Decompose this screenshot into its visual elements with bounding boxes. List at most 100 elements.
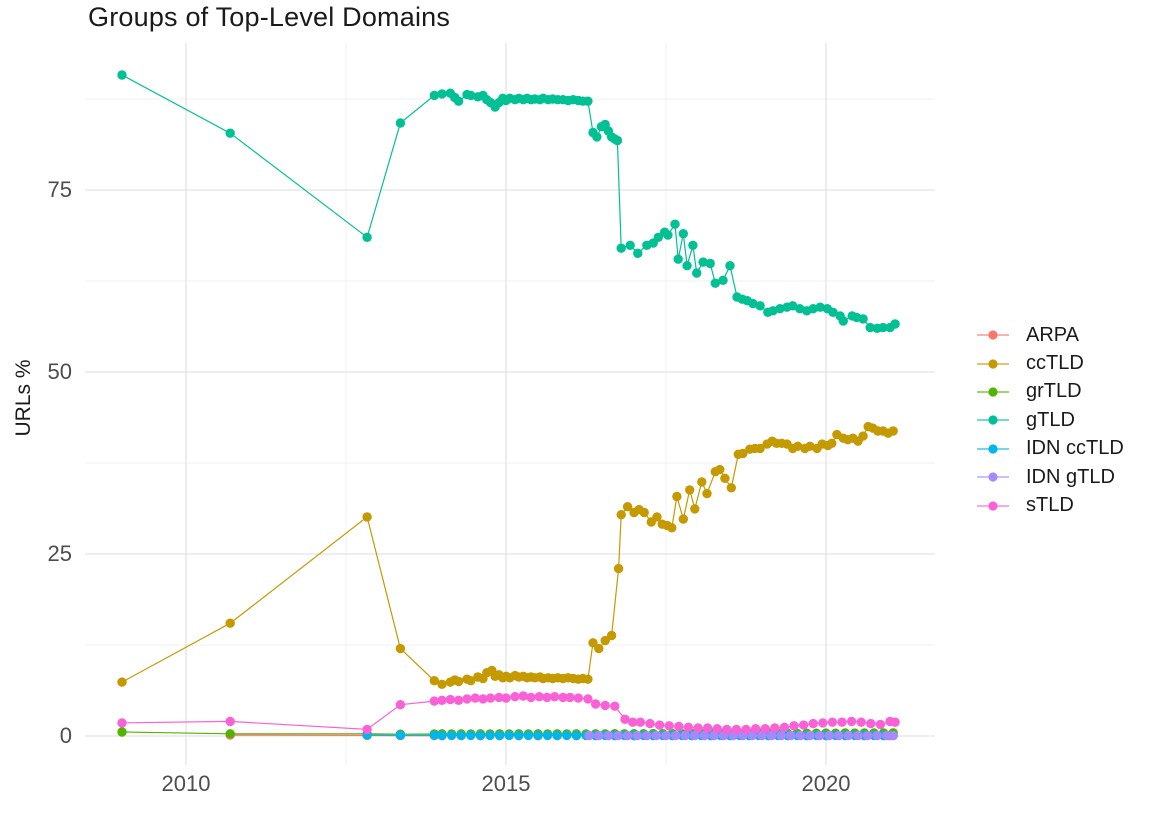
data-point [603, 730, 614, 741]
data-point [518, 691, 528, 701]
data-point [514, 730, 524, 741]
data-point [798, 720, 809, 730]
data-point [590, 699, 601, 709]
series-sTLD [117, 691, 900, 735]
data-point [437, 695, 447, 705]
data-point [600, 700, 610, 711]
data-point [824, 730, 834, 741]
data-point [726, 483, 736, 493]
data-point [606, 630, 617, 641]
data-point [571, 730, 582, 741]
data-point [639, 507, 649, 518]
data-point [562, 730, 572, 741]
data-point [872, 730, 882, 741]
data-point [862, 730, 873, 741]
data-point [755, 443, 765, 454]
data-point [117, 677, 127, 687]
data-point [445, 694, 455, 705]
legend-key-dot [988, 358, 998, 369]
data-point [612, 135, 623, 146]
data-point [682, 261, 692, 271]
legend-key-icon [977, 472, 1009, 482]
legend-key-dot [988, 387, 998, 397]
data-point [667, 523, 677, 533]
data-point [510, 692, 520, 702]
legend-label: IDN gTLD [1026, 465, 1115, 488]
x-axis-labels: 2010 2015 2020 [162, 771, 851, 796]
data-point [523, 730, 534, 741]
data-point [600, 635, 610, 646]
data-point [766, 730, 777, 741]
data-point [225, 618, 235, 628]
data-point [888, 730, 898, 741]
data-point [697, 477, 707, 487]
data-point [653, 232, 663, 242]
data-point [748, 298, 758, 309]
y-tick-label: 50 [48, 359, 72, 384]
gridlines-minor [85, 43, 935, 765]
data-point [795, 730, 806, 741]
data-point [453, 676, 464, 687]
data-point [429, 676, 439, 686]
legend-item: ARPA [976, 321, 1124, 349]
data-point [865, 322, 875, 333]
data-point [750, 724, 761, 734]
series-gTLD [117, 70, 900, 333]
x-tick-label: 2020 [802, 771, 851, 796]
data-point [776, 730, 786, 741]
data-point [549, 692, 560, 702]
data-point [788, 301, 798, 311]
data-point [613, 563, 624, 574]
gridlines-major [85, 43, 935, 765]
data-point [828, 307, 838, 317]
data-point [890, 717, 900, 727]
legend-label: ccTLD [1026, 352, 1084, 375]
data-point [225, 716, 235, 727]
data-point [620, 714, 630, 724]
data-point [446, 730, 457, 741]
data-point [584, 730, 594, 741]
legend-item: IDN ccTLD [976, 435, 1124, 463]
data-point [478, 694, 488, 704]
data-point [485, 693, 496, 703]
data-point [456, 730, 466, 741]
legend-label: IDN ccTLD [1026, 437, 1124, 460]
data-point [685, 485, 695, 495]
data-point [362, 724, 372, 735]
data-point [670, 730, 681, 741]
legend-key-dot [988, 415, 998, 425]
data-point [775, 304, 785, 314]
legend-item: IDN gTLD [976, 463, 1124, 491]
data-point [683, 722, 694, 732]
data-point [466, 730, 476, 741]
data-point [494, 692, 504, 703]
data-point [395, 700, 406, 710]
data-point [846, 716, 857, 727]
legend-key-dot [988, 472, 998, 482]
data-point [827, 717, 838, 727]
x-tick-label: 2010 [162, 771, 211, 796]
data-point [856, 717, 866, 727]
data-point [429, 696, 439, 706]
data-point [815, 302, 825, 312]
data-point [699, 730, 710, 741]
data-point [680, 730, 690, 741]
legend-label: gTLD [1026, 408, 1075, 431]
data-point [654, 720, 665, 730]
data-point [592, 132, 602, 142]
legend-key-dot [988, 444, 998, 454]
data-point [462, 694, 472, 704]
legend-key-icon [977, 330, 1009, 340]
data-point [429, 730, 439, 740]
data-point [670, 219, 680, 229]
series-line [121, 425, 894, 685]
data-point [558, 692, 568, 703]
data-point [838, 316, 848, 326]
y-tick-label: 25 [48, 541, 72, 566]
data-point [702, 488, 712, 499]
legend-key-dot [988, 330, 998, 340]
data-point [731, 724, 742, 735]
legend-item: gTLD [976, 406, 1124, 434]
data-point [663, 230, 673, 240]
data-point [470, 693, 480, 703]
